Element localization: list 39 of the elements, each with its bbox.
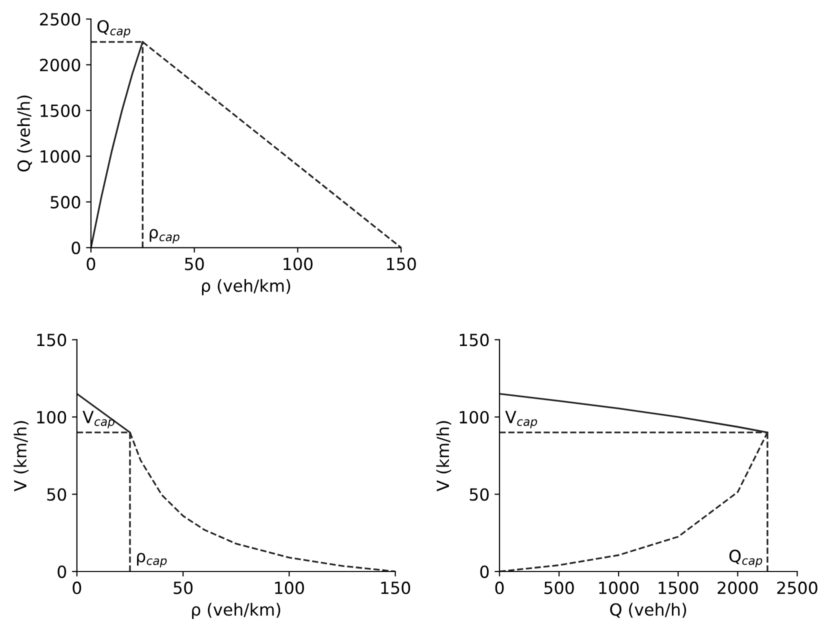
x-tick-label: 100 xyxy=(284,258,313,270)
y-tick-label: 100 xyxy=(460,410,489,424)
y-axis-title: Q (veh/h) xyxy=(17,96,32,172)
y-tick-label: 150 xyxy=(37,334,66,346)
y-tick-label: 2000 xyxy=(40,58,80,72)
y-tick-label: 1000 xyxy=(40,150,80,163)
x-tick-label: 50 xyxy=(174,582,193,594)
x-tick-label: 150 xyxy=(387,258,416,270)
x-tick-label: 100 xyxy=(275,582,304,594)
x-tick-label: 1500 xyxy=(658,582,698,594)
y-tick-label: 100 xyxy=(37,410,66,424)
y-tick-label: 2500 xyxy=(40,13,80,26)
x-axis-title: ρ (veh/km) xyxy=(192,602,280,620)
x-axis-title: Q (veh/h) xyxy=(610,602,686,618)
annotation: ρ$_{cap}$ xyxy=(150,228,180,244)
x-tick-label: 1000 xyxy=(599,582,639,594)
y-tick-label: 0 xyxy=(480,565,489,578)
y-tick-label: 50 xyxy=(470,488,489,501)
y-tick-label: 0 xyxy=(72,242,80,254)
x-tick-label: 50 xyxy=(185,258,204,270)
x-tick-label: 2500 xyxy=(777,582,818,594)
x-axis-title: ρ (veh/km) xyxy=(202,279,290,296)
annotation: V$_{cap}$ xyxy=(505,410,538,428)
y-tick-label: 1500 xyxy=(40,104,80,118)
x-tick-label: 2000 xyxy=(718,582,758,594)
annotation: Q$_{cap}$ xyxy=(729,550,762,568)
annotation: ρ$_{cap}$ xyxy=(137,552,167,568)
x-tick-label: 0 xyxy=(86,258,96,270)
y-tick-label: 500 xyxy=(50,196,80,208)
y-axis-title: V (km/h) xyxy=(14,421,29,492)
y-tick-label: 150 xyxy=(460,334,489,346)
x-tick-label: 0 xyxy=(495,582,504,594)
x-tick-label: 500 xyxy=(544,582,574,594)
y-tick-label: 50 xyxy=(47,488,66,501)
y-axis-title: V (km/h) xyxy=(436,421,452,492)
annotation: Q$_{cap}$ xyxy=(97,20,130,38)
x-tick-label: 150 xyxy=(381,582,410,594)
y-tick-label: 0 xyxy=(58,565,66,578)
annotation: V$_{cap}$ xyxy=(82,410,114,428)
